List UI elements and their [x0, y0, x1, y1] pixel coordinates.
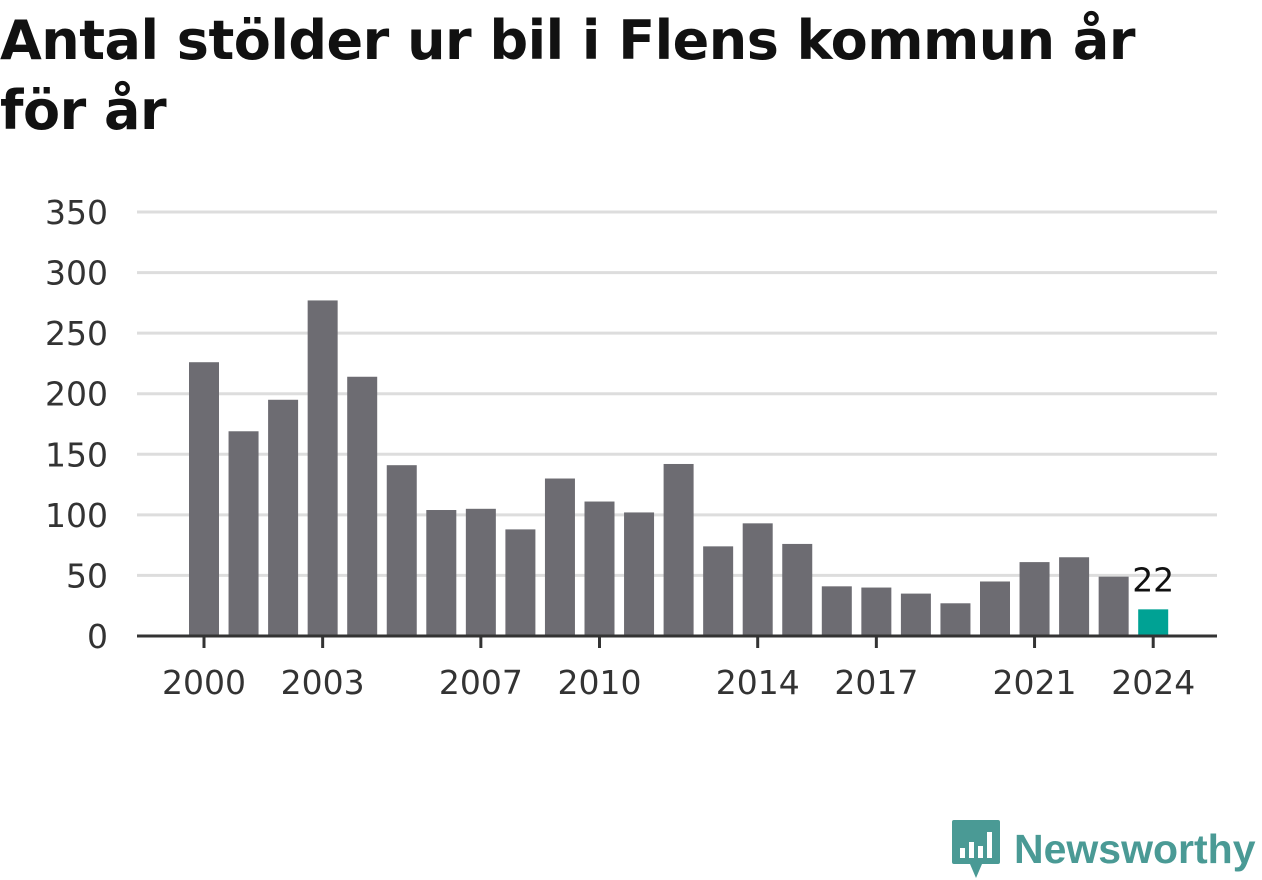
bar: [900, 593, 931, 636]
bar: [465, 508, 496, 636]
x-axis: 2000 2003 2007 2010 2014 2017 2021 2024: [137, 634, 1217, 702]
x-tick-label: 2010: [558, 663, 642, 702]
bar: [703, 546, 734, 636]
y-tick-label: 350: [45, 193, 108, 232]
bar: [1059, 557, 1090, 636]
x-tick-label: 2017: [834, 663, 918, 702]
bar: [742, 523, 773, 636]
bar: [228, 431, 259, 636]
brand-name: Newsworthy: [1014, 825, 1256, 872]
x-tick-label: 2024: [1111, 663, 1195, 702]
data-labels: 22: [1132, 560, 1174, 599]
bar: [505, 529, 536, 636]
y-tick-label: 250: [45, 314, 108, 353]
bar: [624, 512, 655, 636]
x-tick-label: 2000: [162, 663, 246, 702]
bar: [1019, 562, 1050, 636]
y-tick-label: 150: [45, 435, 108, 474]
y-tick-label: 50: [66, 556, 108, 595]
bar: [980, 581, 1010, 636]
y-tick-label: 200: [45, 375, 108, 414]
x-tick-label: 2021: [993, 663, 1077, 702]
x-tick-label: 2014: [716, 663, 800, 702]
bar: [386, 465, 417, 636]
bar: [1098, 576, 1129, 636]
bar: [940, 603, 971, 636]
y-tick-label: 300: [45, 254, 108, 293]
bar: [189, 362, 219, 636]
y-axis-ticks: 0 50 100 150 200 250 300 350: [45, 193, 108, 656]
x-tick-label: 2007: [439, 663, 523, 702]
bar: [782, 543, 813, 636]
data-label: 22: [1132, 560, 1174, 599]
newsworthy-logo-icon: [952, 820, 1000, 878]
y-tick-label: 0: [87, 617, 108, 656]
bar: [347, 376, 378, 636]
bar: [1138, 609, 1169, 636]
bars: [189, 300, 1169, 636]
chart-title: Antal stölder ur bil i Flens kommun år f…: [0, 9, 1136, 142]
bar: [268, 399, 299, 636]
bar: [544, 478, 575, 636]
y-tick-label: 100: [45, 496, 108, 535]
newsworthy-brand[interactable]: Newsworthy: [950, 818, 1256, 880]
x-tick-label: 2003: [281, 663, 365, 702]
bar: [821, 586, 852, 636]
bar: [307, 300, 338, 636]
bar: [861, 587, 892, 636]
bar: [663, 463, 694, 636]
bar: [584, 501, 615, 636]
bar: [426, 510, 457, 636]
